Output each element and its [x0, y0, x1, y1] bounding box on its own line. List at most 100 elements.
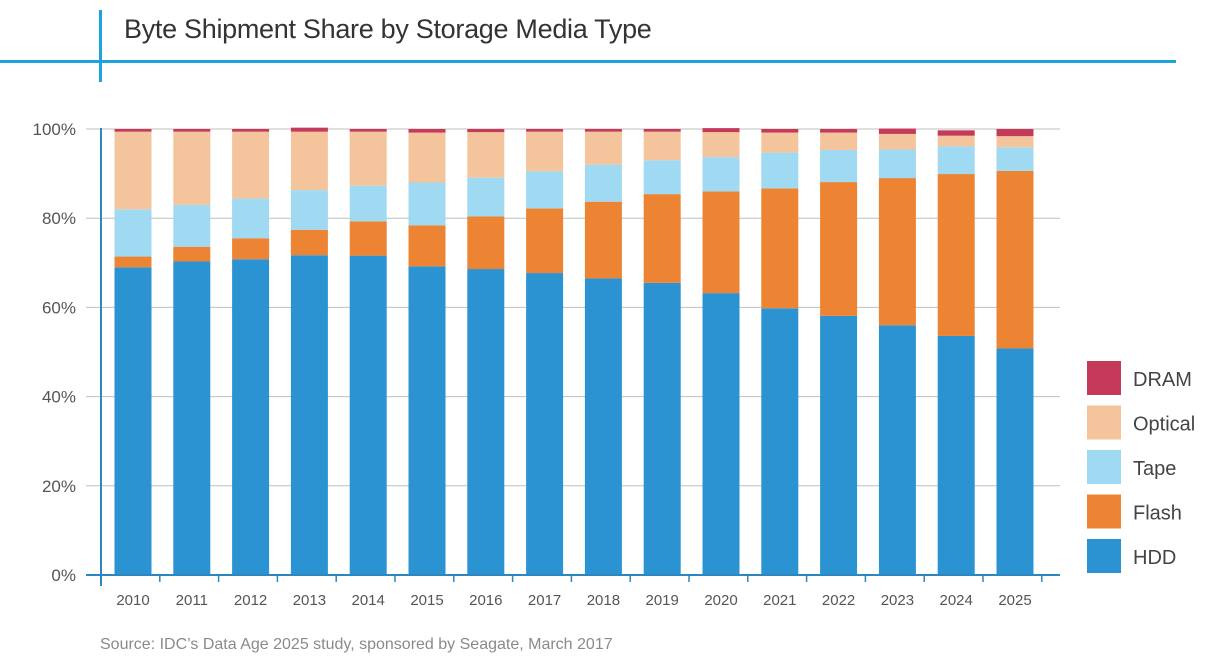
- bar-segment-tape-2011: [173, 204, 211, 247]
- bar-segment-dram-2019: [643, 129, 681, 132]
- bar-segment-tape-2013: [290, 190, 328, 230]
- bar-segment-dram-2022: [820, 129, 858, 133]
- legend-swatch-flash: [1087, 494, 1121, 529]
- legend-swatch-hdd: [1087, 539, 1121, 573]
- bar-segment-optical-2023: [878, 133, 916, 150]
- legend-label-hdd: HDD: [1133, 547, 1176, 569]
- bar-segment-optical-2010: [114, 131, 152, 210]
- bar-segment-dram-2017: [526, 129, 564, 132]
- bar-segment-dram-2025: [996, 129, 1034, 137]
- bar-segment-flash-2014: [349, 221, 387, 256]
- bar-segment-tape-2016: [467, 177, 505, 217]
- bar-segment-optical-2015: [408, 132, 446, 183]
- bar-segment-hdd-2023: [878, 325, 916, 575]
- bar-segment-optical-2011: [173, 131, 211, 205]
- bar-segment-tape-2010: [114, 209, 152, 257]
- bar-segment-flash-2019: [643, 194, 681, 283]
- bar-segment-flash-2013: [290, 229, 328, 256]
- bar-segment-tape-2019: [643, 160, 681, 195]
- y-tick-label: 40%: [42, 388, 76, 407]
- bar-segment-flash-2023: [878, 178, 916, 326]
- bar-segment-optical-2025: [996, 136, 1034, 148]
- bar-segment-hdd-2014: [349, 255, 387, 575]
- x-tick-label: 2016: [469, 592, 502, 609]
- bar-segment-tape-2023: [878, 149, 916, 179]
- bar-segment-tape-2024: [937, 146, 975, 175]
- x-tick-label: 2014: [352, 592, 385, 609]
- bar-segment-optical-2013: [290, 131, 328, 191]
- x-tick-label: 2010: [116, 592, 149, 609]
- bar-segment-optical-2014: [349, 131, 387, 186]
- bar-segment-optical-2019: [643, 131, 681, 161]
- bar-segment-hdd-2012: [232, 259, 270, 575]
- bar-segment-tape-2020: [702, 157, 740, 192]
- legend-label-tape: Tape: [1133, 458, 1176, 480]
- bar-segment-dram-2020: [702, 128, 740, 133]
- bar-segment-flash-2016: [467, 216, 505, 270]
- bar-segment-optical-2024: [937, 135, 975, 147]
- bar-segment-dram-2012: [232, 129, 270, 132]
- bar-segment-optical-2022: [820, 132, 858, 150]
- legend-label-dram: DRAM: [1133, 369, 1192, 391]
- bar-segment-optical-2020: [702, 132, 740, 158]
- bar-segment-flash-2010: [114, 256, 152, 268]
- bar-segment-dram-2024: [937, 130, 975, 136]
- bar-segment-dram-2014: [349, 129, 387, 132]
- y-tick-label: 20%: [42, 477, 76, 496]
- bar-segment-hdd-2021: [761, 308, 799, 575]
- bar-segment-optical-2017: [526, 131, 564, 172]
- bar-segment-flash-2018: [584, 201, 622, 279]
- bar-segment-optical-2016: [467, 132, 505, 178]
- x-tick-label: 2017: [528, 592, 561, 609]
- bar-segment-hdd-2018: [584, 278, 622, 575]
- bar-segment-optical-2012: [232, 131, 270, 199]
- bar-segment-dram-2013: [290, 127, 328, 132]
- title-accent-bar: [99, 10, 102, 82]
- bar-segment-hdd-2016: [467, 269, 505, 575]
- bar-segment-dram-2010: [114, 129, 152, 132]
- bar-segment-hdd-2024: [937, 335, 975, 575]
- bar-segment-tape-2021: [761, 152, 799, 189]
- x-tick-label: 2018: [587, 592, 620, 609]
- x-tick-label: 2023: [881, 592, 914, 609]
- bar-segment-hdd-2019: [643, 282, 681, 575]
- bar-segment-hdd-2022: [820, 315, 858, 575]
- bar-segment-dram-2016: [467, 129, 505, 133]
- bar-segment-hdd-2010: [114, 267, 152, 575]
- bar-segment-hdd-2020: [702, 293, 740, 575]
- bar-segment-tape-2015: [408, 182, 446, 226]
- y-tick-label: 0%: [51, 566, 76, 585]
- bar-segment-optical-2021: [761, 132, 799, 153]
- bar-segment-flash-2017: [526, 208, 564, 274]
- bar-segment-dram-2021: [761, 129, 799, 133]
- bar-segment-optical-2018: [584, 131, 622, 165]
- bar-segment-dram-2015: [408, 129, 446, 133]
- bar-segment-flash-2021: [761, 188, 799, 309]
- bar-segment-tape-2017: [526, 171, 564, 209]
- x-tick-label: 2013: [293, 592, 326, 609]
- x-tick-label: 2015: [410, 592, 443, 609]
- bar-segment-hdd-2017: [526, 273, 564, 575]
- bar-segment-flash-2020: [702, 191, 740, 294]
- y-tick-label: 60%: [42, 298, 76, 317]
- bar-segment-flash-2015: [408, 225, 446, 267]
- bar-segment-flash-2024: [937, 174, 975, 336]
- bar-segment-flash-2011: [173, 246, 211, 262]
- bar-segment-tape-2025: [996, 147, 1034, 171]
- x-tick-label: 2019: [646, 592, 679, 609]
- bar-segment-dram-2018: [584, 129, 622, 132]
- x-tick-label: 2020: [704, 592, 737, 609]
- bar-segment-dram-2023: [878, 128, 916, 134]
- bar-segment-dram-2011: [173, 129, 211, 132]
- x-tick-label: 2011: [176, 592, 208, 609]
- legend-label-optical: Optical: [1133, 414, 1195, 436]
- bar-segment-tape-2012: [232, 198, 270, 239]
- x-tick-label: 2021: [763, 592, 796, 609]
- legend-swatch-tape: [1087, 450, 1121, 484]
- source-note: Source: IDC’s Data Age 2025 study, spons…: [100, 636, 613, 653]
- bar-segment-hdd-2013: [290, 255, 328, 575]
- bar-segment-hdd-2011: [173, 261, 211, 575]
- legend-swatch-dram: [1087, 361, 1121, 395]
- bar-segment-hdd-2025: [996, 348, 1034, 575]
